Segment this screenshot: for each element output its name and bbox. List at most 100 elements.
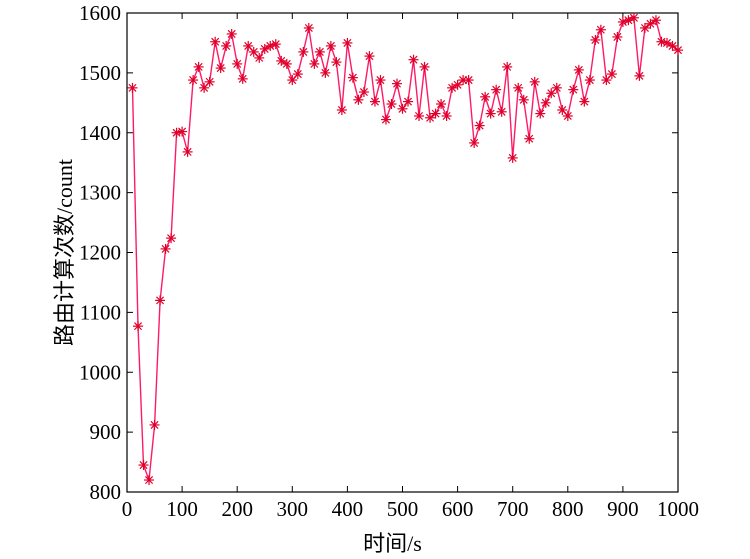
x-tick-label: 100 [166, 497, 198, 521]
data-point [414, 110, 425, 121]
data-point [661, 37, 672, 48]
data-point [529, 76, 540, 87]
data-point [628, 12, 639, 23]
data-point [584, 75, 595, 86]
data-point [513, 82, 524, 93]
data-point [144, 475, 155, 486]
data-point [463, 75, 474, 86]
y-tick-label: 800 [90, 480, 122, 504]
y-tick-label: 900 [90, 420, 122, 444]
data-point [606, 69, 617, 80]
data-point [397, 103, 408, 114]
y-tick-label: 1500 [79, 61, 121, 85]
data-point [358, 87, 369, 98]
x-axis-label: 时间/s [363, 531, 422, 556]
data-point [303, 22, 314, 33]
data-point [237, 73, 248, 84]
data-point [215, 63, 226, 74]
x-tick-label: 800 [552, 497, 584, 521]
data-point [673, 45, 683, 56]
data-point [226, 28, 237, 39]
data-point [221, 40, 232, 51]
data-point [535, 108, 546, 119]
x-tick-label: 600 [442, 497, 474, 521]
data-point [380, 114, 391, 125]
data-point [149, 419, 160, 430]
x-tick-label: 900 [607, 497, 639, 521]
data-point [177, 126, 188, 137]
data-point [254, 52, 265, 63]
data-point [314, 46, 325, 57]
data-point [364, 51, 375, 62]
data-point [347, 72, 358, 83]
data-point [138, 460, 149, 471]
data-point [595, 24, 606, 35]
data-point [491, 84, 502, 95]
data-point [232, 58, 243, 69]
data-point [204, 76, 215, 87]
data-point [369, 96, 380, 107]
axis-ticks [126, 12, 679, 493]
series-line [131, 16, 679, 481]
data-point [160, 243, 171, 254]
data-point [171, 127, 182, 138]
y-tick-label: 1600 [79, 1, 121, 25]
data-point [579, 96, 590, 107]
data-point [309, 58, 320, 69]
y-tick-label: 1200 [79, 241, 121, 265]
data-point [551, 82, 562, 93]
y-tick-label: 1400 [79, 121, 121, 145]
y-tick-label: 1100 [80, 300, 121, 324]
x-tick-label: 200 [221, 497, 253, 521]
data-point [298, 46, 309, 57]
data-point [127, 82, 138, 93]
data-point [469, 137, 480, 148]
data-point [496, 106, 507, 117]
data-point [403, 96, 414, 107]
data-point [518, 94, 529, 105]
data-point [182, 146, 193, 157]
data-point [650, 15, 661, 26]
data-point [342, 37, 353, 48]
data-point [193, 61, 204, 72]
data-point [386, 99, 397, 110]
data-point [155, 295, 166, 306]
data-point [667, 40, 678, 51]
data-point [408, 54, 419, 65]
data-point [188, 75, 199, 86]
data-point [645, 18, 656, 29]
series-markers [127, 12, 683, 486]
data-point [133, 321, 144, 332]
data-point [507, 152, 518, 163]
y-tick-label: 1000 [79, 360, 121, 384]
data-point [480, 91, 491, 102]
x-tick-label: 400 [332, 497, 364, 521]
x-tick-label: 500 [387, 497, 419, 521]
data-point [441, 110, 452, 121]
data-point [353, 94, 364, 105]
data-point [540, 97, 551, 108]
x-tick-label: 300 [277, 497, 309, 521]
data-point [166, 233, 177, 244]
data-point [436, 99, 447, 110]
y-axis-label: 路由计算次数/count [52, 159, 77, 346]
data-point [336, 104, 347, 115]
data-point [419, 61, 430, 72]
y-tick-label: 1300 [79, 181, 121, 205]
data-point [590, 34, 601, 45]
data-point [281, 58, 292, 69]
x-tick-label: 700 [497, 497, 529, 521]
data-point [375, 75, 386, 86]
data-point [325, 40, 336, 51]
data-point [485, 108, 496, 119]
data-point [391, 78, 402, 89]
data-point [474, 120, 485, 131]
data-point [430, 108, 441, 119]
data-point [331, 57, 342, 68]
data-point [292, 69, 303, 80]
data-point [568, 84, 579, 95]
data-point [562, 110, 573, 121]
data-point [634, 70, 645, 81]
x-tick-label: 0 [122, 497, 133, 521]
